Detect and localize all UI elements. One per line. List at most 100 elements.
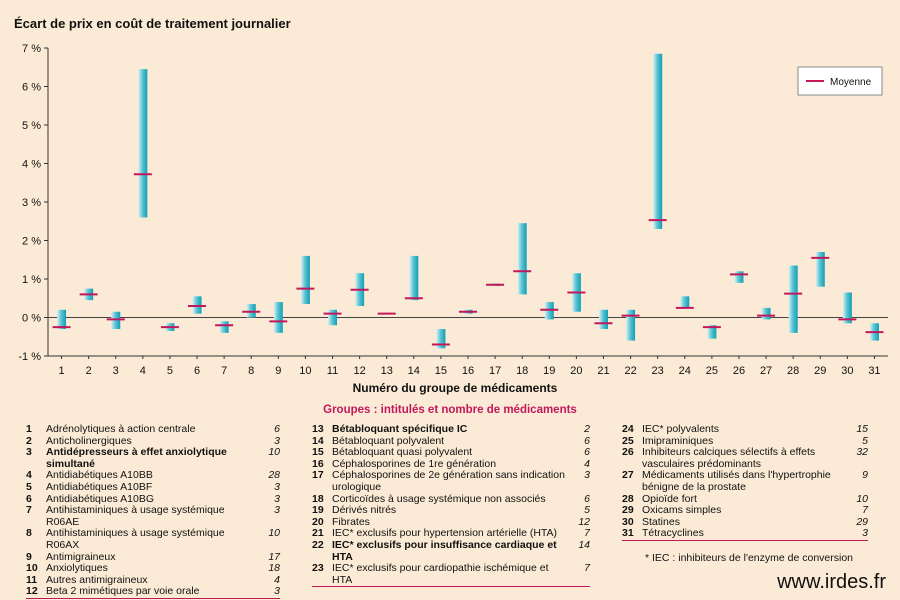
x-tick-label: 24 bbox=[679, 365, 691, 377]
x-tick-label: 4 bbox=[140, 365, 146, 377]
group-label: Fibrates bbox=[332, 515, 370, 528]
group-number: 27 bbox=[622, 469, 634, 482]
y-tick-label: 1 % bbox=[22, 274, 41, 286]
group-number: 20 bbox=[312, 515, 324, 528]
x-tick-label: 27 bbox=[760, 365, 772, 377]
range-bar bbox=[842, 292, 852, 324]
x-tick-label: 30 bbox=[841, 365, 853, 377]
range-bar bbox=[680, 296, 690, 308]
group-row: 6 Antidiabétiques A10BG 3 bbox=[26, 493, 280, 506]
group-label: Antidépresseurs à effet anxiolytique sim… bbox=[46, 446, 227, 470]
group-label: IEC* exclusifs pour insuffisance cardiaq… bbox=[332, 538, 557, 563]
y-tick-label: -1 % bbox=[18, 351, 41, 363]
group-row: 14 Bétabloquant polyvalent 6 bbox=[312, 434, 590, 448]
x-tick-label: 25 bbox=[706, 365, 718, 377]
y-tick-label: 0 % bbox=[22, 313, 41, 325]
group-label: Oxicams simples bbox=[642, 504, 722, 517]
group-count: 2 bbox=[584, 423, 590, 435]
group-count: 4 bbox=[584, 457, 590, 470]
group-number: 25 bbox=[622, 434, 634, 447]
group-label: Antihistaminiques à usage systémique R06… bbox=[46, 504, 225, 528]
group-row: 5 Antidiabétiques A10BF 3 bbox=[26, 481, 280, 494]
group-label: Céphalosporines de 1re génération bbox=[332, 457, 497, 470]
range-bar bbox=[300, 255, 310, 305]
group-count: 32 bbox=[856, 446, 868, 459]
y-tick-label: 2 % bbox=[22, 236, 41, 248]
group-count: 15 bbox=[856, 423, 868, 435]
group-count: 10 bbox=[268, 446, 280, 459]
legend-label: Moyenne bbox=[830, 77, 872, 88]
range-bar bbox=[788, 265, 798, 333]
group-number: 7 bbox=[26, 504, 32, 517]
group-number: 18 bbox=[312, 492, 324, 505]
group-row: 24 IEC* polyvalents 15 bbox=[622, 423, 868, 436]
y-tick-label: 5 % bbox=[22, 120, 41, 132]
chart-legend: Moyenne bbox=[797, 66, 883, 96]
group-number: 26 bbox=[622, 446, 634, 459]
x-tick-label: 21 bbox=[597, 365, 609, 377]
group-count: 12 bbox=[578, 515, 590, 528]
group-count: 6 bbox=[584, 434, 590, 447]
group-label: Statines bbox=[642, 515, 680, 528]
group-count: 6 bbox=[584, 446, 590, 459]
group-row: 15 Bétabloquant quasi polyvalent 6 bbox=[312, 447, 590, 459]
group-count: 3 bbox=[274, 434, 280, 447]
group-count: 7 bbox=[862, 504, 868, 517]
x-tick-label: 18 bbox=[516, 365, 528, 377]
x-tick-label: 8 bbox=[248, 365, 254, 377]
legend-column-1: 1 Adrénolytiques à action centrale 6 2 Antic… bbox=[26, 423, 280, 599]
group-row: 22 IEC* exclusifs pour insuffisance cardi… bbox=[312, 538, 590, 563]
group-count: 9 bbox=[862, 469, 868, 482]
group-number: 21 bbox=[312, 527, 324, 540]
x-tick-label: 29 bbox=[814, 365, 826, 377]
group-label: IEC* exclusifs pour hypertension artérie… bbox=[332, 527, 558, 540]
y-tick-label: 4 % bbox=[22, 159, 41, 171]
group-row: 7 Antihistaminiques à usage systémique R0… bbox=[26, 504, 280, 528]
x-tick-label: 3 bbox=[113, 365, 119, 377]
group-label: Corticoïdes à usage systémique non assoc… bbox=[332, 492, 546, 505]
group-number: 14 bbox=[312, 434, 324, 447]
group-count: 18 bbox=[268, 562, 280, 575]
chart-title: Écart de prix en coût de traitement jour… bbox=[14, 16, 291, 31]
range-bar bbox=[57, 309, 67, 330]
x-tick-label: 26 bbox=[733, 365, 745, 377]
group-count: 29 bbox=[856, 515, 868, 528]
x-tick-label: 15 bbox=[435, 365, 447, 377]
group-number: 8 bbox=[26, 527, 32, 540]
group-number: 15 bbox=[312, 446, 324, 459]
group-count: 5 bbox=[862, 434, 868, 447]
range-bar bbox=[436, 329, 446, 349]
group-label: Opioïde fort bbox=[642, 492, 697, 505]
group-row: 29 Oxicams simples 7 bbox=[622, 505, 868, 517]
group-count: 3 bbox=[862, 527, 868, 540]
group-count: 3 bbox=[274, 585, 280, 598]
group-row: 25 Imipraminiques 5 bbox=[622, 434, 868, 448]
group-row: 9 Antimigraineux 17 bbox=[26, 550, 280, 564]
range-bar bbox=[138, 69, 148, 218]
group-row: 11 Autres antimigraineux 4 bbox=[26, 573, 280, 587]
group-label: Bétabloquant spécifique IC bbox=[332, 423, 468, 435]
range-bar bbox=[734, 271, 744, 283]
group-number: 11 bbox=[26, 573, 38, 586]
x-tick-label: 19 bbox=[543, 365, 555, 377]
groups-title: Groupes : intitulés et nombre de médicam… bbox=[323, 404, 577, 416]
group-label: Tétracyclines bbox=[642, 527, 704, 540]
x-tick-label: 5 bbox=[167, 365, 173, 377]
x-tick-label: 16 bbox=[462, 365, 474, 377]
range-bar bbox=[517, 223, 527, 295]
group-count: 3 bbox=[274, 504, 280, 517]
group-row: 23 IEC* exclusifs pour cardiopathie isché… bbox=[312, 562, 590, 588]
group-number: 2 bbox=[26, 434, 32, 447]
group-row: 8 Antihistaminiques à usage systémique R0… bbox=[26, 527, 280, 551]
group-label: Bétabloquant polyvalent bbox=[332, 434, 445, 447]
group-number: 17 bbox=[312, 469, 324, 482]
legend-column-3: 24 IEC* polyvalents 15 25 Imipraminiques 5 26 I… bbox=[622, 423, 868, 541]
group-label: Antimigraineux bbox=[46, 550, 116, 563]
footnote: * IEC : inhibiteurs de l'enzyme de conve… bbox=[645, 552, 854, 564]
group-number: 31 bbox=[622, 527, 634, 540]
group-count: 10 bbox=[268, 527, 280, 540]
range-bar bbox=[328, 309, 338, 326]
x-tick-label: 22 bbox=[624, 365, 636, 377]
x-tick-label: 13 bbox=[381, 365, 393, 377]
group-number: 19 bbox=[312, 504, 324, 517]
